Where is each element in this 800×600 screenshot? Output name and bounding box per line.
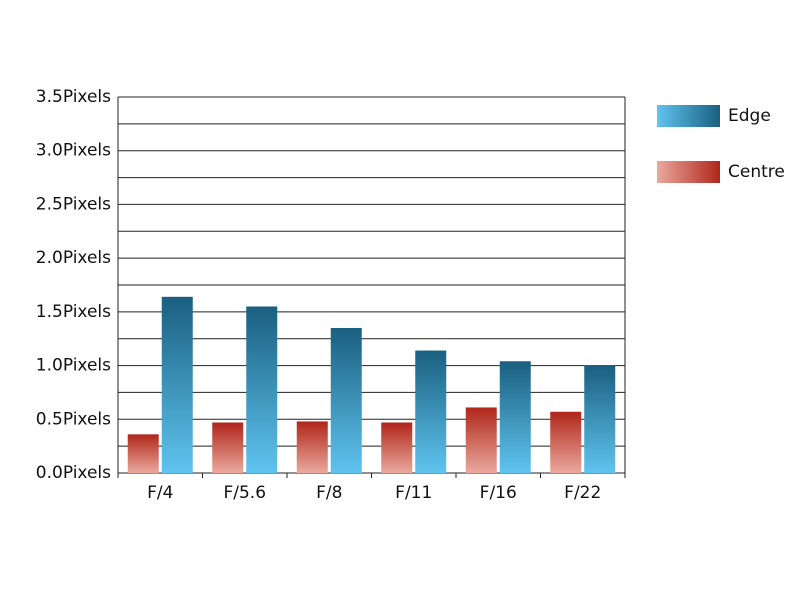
- x-tick-label: F/8: [316, 483, 342, 503]
- y-tick-label: 3.5Pixels: [36, 87, 111, 107]
- bar: [465, 407, 497, 473]
- bar: [499, 361, 531, 473]
- x-tick-label: F/16: [480, 483, 517, 503]
- legend-label: Edge: [728, 106, 771, 126]
- bar: [161, 296, 193, 473]
- bar: [550, 411, 582, 473]
- x-tick-label: F/4: [147, 483, 173, 503]
- y-tick-label: 0.5Pixels: [36, 409, 111, 429]
- legend-swatch: [657, 161, 720, 183]
- x-tick-label: F/22: [564, 483, 601, 503]
- y-tick-label: 2.5Pixels: [36, 194, 111, 214]
- bar: [246, 306, 278, 473]
- x-tick-label: F/5.6: [223, 483, 266, 503]
- y-tick-label: 3.0Pixels: [36, 141, 111, 161]
- bar: [584, 365, 616, 473]
- x-tick-label: F/11: [395, 483, 432, 503]
- bar: [415, 350, 447, 473]
- bar: [296, 421, 328, 473]
- legend-swatch: [657, 105, 720, 127]
- bar: [381, 422, 413, 473]
- bar: [212, 422, 244, 473]
- y-tick-label: 2.0Pixels: [36, 248, 111, 268]
- y-tick-label: 1.0Pixels: [36, 356, 111, 376]
- y-tick-label: 1.5Pixels: [36, 302, 111, 322]
- y-tick-label: 0.0Pixels: [36, 463, 111, 483]
- bar: [330, 327, 362, 473]
- legend-label: Centre: [728, 162, 785, 182]
- bar: [127, 434, 159, 473]
